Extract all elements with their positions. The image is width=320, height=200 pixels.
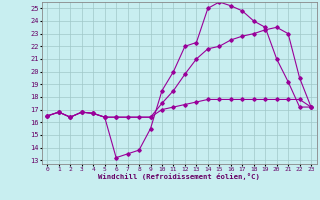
X-axis label: Windchill (Refroidissement éolien,°C): Windchill (Refroidissement éolien,°C) xyxy=(98,173,260,180)
